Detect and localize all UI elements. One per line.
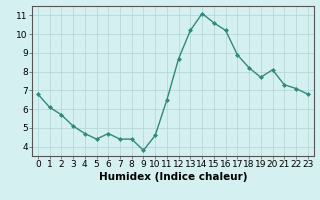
X-axis label: Humidex (Indice chaleur): Humidex (Indice chaleur): [99, 172, 247, 182]
